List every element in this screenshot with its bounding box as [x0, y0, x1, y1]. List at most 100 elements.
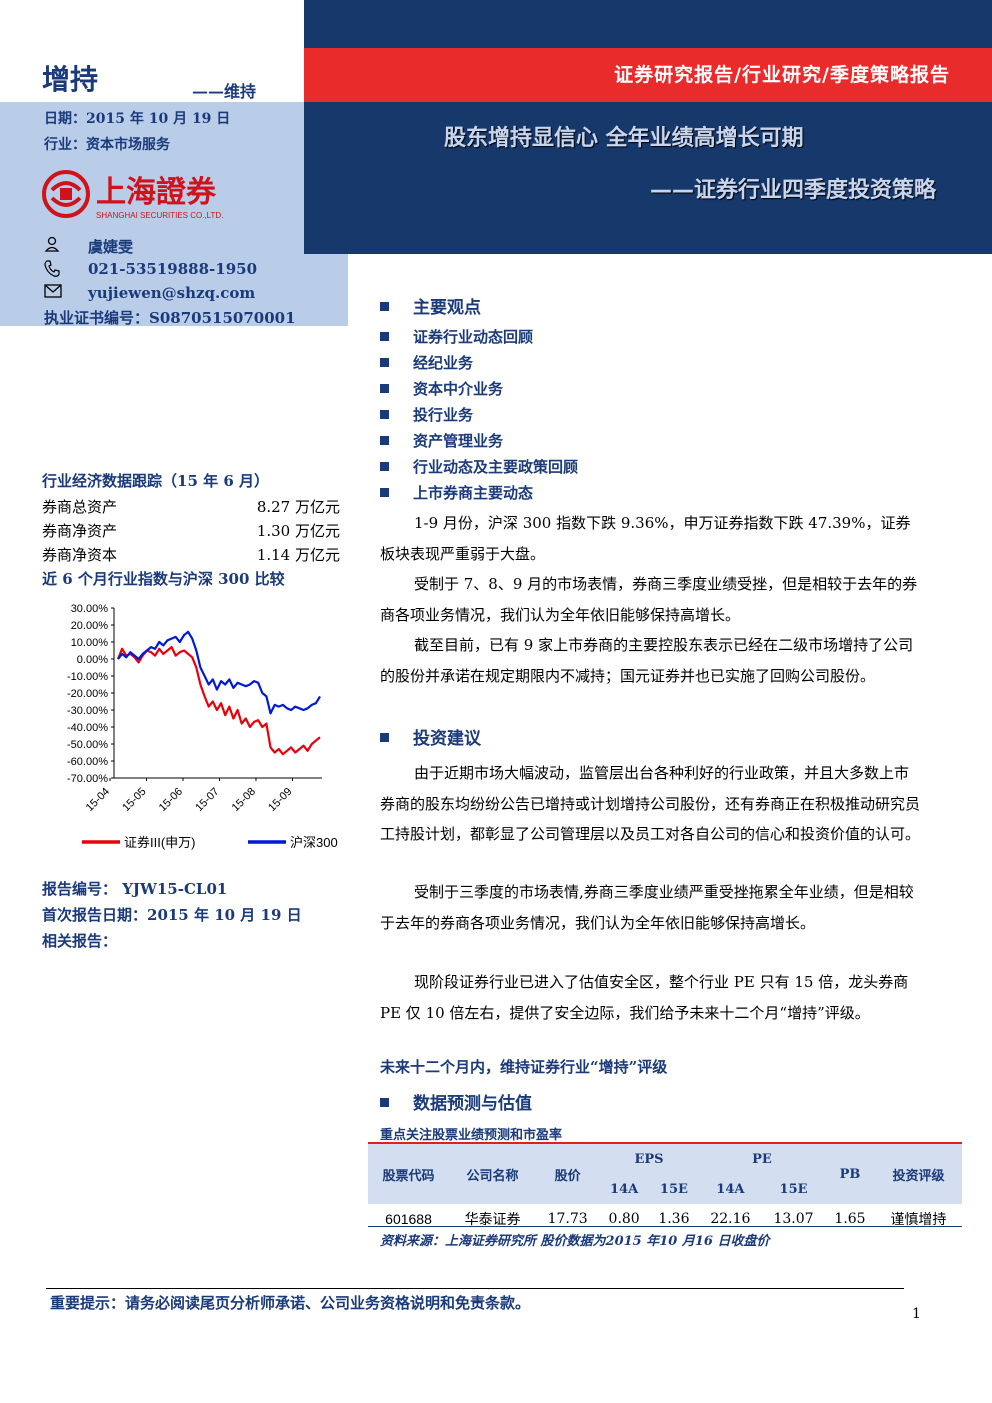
section-heading-advice: 投资建议: [380, 724, 481, 749]
y-tick-label: -10.00%: [67, 671, 108, 683]
y-tick-label: 0.00%: [77, 654, 108, 666]
y-tick-label: 10.00%: [71, 637, 109, 649]
outline-item: 上市券商主要动态: [380, 482, 533, 503]
advice-paragraph: 由于近期市场大幅波动，监管层出台各种利好的行业政策，并且大多数上市券商的股东均纷…: [380, 764, 921, 843]
first-report-date: 首次报告日期：2015 年 10 月 19 日: [42, 906, 302, 924]
email-icon: [44, 284, 62, 300]
table-bottom-rule: [368, 1226, 962, 1227]
y-tick-label: -40.00%: [67, 722, 108, 734]
outline-item: 经纪业务: [380, 352, 473, 373]
y-tick-label: -50.00%: [67, 739, 108, 751]
report-date: 日期：2015 年 10 月 19 日: [44, 111, 231, 127]
series-line-1: [117, 630, 321, 715]
report-industry: 行业：资本市场服务: [44, 137, 170, 153]
bullet-square-icon: [380, 435, 389, 445]
outline-item: 资本中介业务: [380, 378, 503, 399]
advice-paragraph: 受制于三季度的市场表情,券商三季度业绩严重受挫拖累全年业绩，但是相较于去年的券商…: [380, 883, 914, 932]
bullet-square-icon: [380, 331, 389, 341]
cell-name: 华泰证券: [464, 1212, 521, 1228]
col-rating: 投资评级: [874, 1144, 962, 1204]
series-line-0: [116, 645, 321, 756]
summary-paragraph: 1-9 月份，沪深 300 指数下跌 9.36%，申万证券指数下跌 47.39%…: [380, 514, 911, 563]
bullet-square-icon: [380, 733, 389, 742]
col-pe-14a: 14A: [698, 1174, 762, 1204]
cell-pe15: 13.07: [773, 1211, 814, 1227]
col-pb: PB: [825, 1144, 875, 1204]
cell-pb: 1.65: [834, 1211, 866, 1227]
x-tick-label: 15-09: [266, 786, 294, 814]
forecast-table: 股票代码 公司名称 股价 EPS PE PB 投资评级 14A 15E 14A …: [368, 1144, 962, 1234]
bullet-square-icon: [380, 302, 389, 311]
summary-paragraph: 受制于 7、8、9 月的市场表情，券商三季度业绩受挫，但是相较于去年的券商各项业…: [380, 575, 918, 624]
legend-label: 证券III(申万): [124, 835, 196, 850]
svg-text:SHANGHAI SECURITIES CO.,LTD.: SHANGHAI SECURITIES CO.,LTD.: [96, 211, 223, 220]
x-tick-label: 15-06: [157, 786, 185, 814]
col-eps: EPS: [599, 1144, 699, 1174]
report-subtitle: ——证券行业四季度投资策略: [649, 178, 936, 203]
col-pe: PE: [698, 1144, 826, 1174]
col-eps-15e: 15E: [649, 1174, 699, 1204]
cell-eps15: 1.36: [658, 1211, 690, 1227]
outline-item: 投行业务: [380, 404, 473, 425]
person-icon: [44, 236, 62, 252]
related-reports: 相关报告：: [42, 932, 118, 950]
company-logo: 上海證券 SHANGHAI SECURITIES CO.,LTD.: [40, 168, 280, 228]
x-tick-label: 15-04: [84, 786, 112, 814]
report-number: 报告编号： YJW15-CL01: [42, 880, 228, 898]
outline-item: 行业动态及主要政策回顾: [380, 456, 578, 477]
footer-rule: [46, 1288, 904, 1289]
disclaimer-note: 重要提示：请务必阅读尾页分析师承诺、公司业务资格说明和免责条款。: [50, 1294, 531, 1312]
advice-paragraph: 现阶段证券行业已进入了估值安全区，整个行业 PE 只有 15 倍，龙头券商 PE…: [380, 973, 909, 1022]
analyst-email[interactable]: yujiewen@shzq.com: [88, 284, 256, 302]
cell-code: 601688: [385, 1211, 432, 1227]
y-tick-label: -60.00%: [67, 756, 108, 768]
col-name: 公司名称: [449, 1144, 537, 1204]
y-tick-label: -70.00%: [67, 773, 108, 785]
analyst-name: 虞婕雯: [88, 238, 134, 256]
y-tick-label: 30.00%: [71, 603, 109, 615]
phone-icon: [44, 260, 62, 277]
analyst-panel-lower: [0, 254, 348, 326]
rating-previous: ——维持: [192, 82, 257, 101]
x-tick-label: 15-08: [230, 786, 258, 814]
table-top-rule: [368, 1142, 962, 1144]
bullet-square-icon: [380, 409, 389, 419]
analyst-license: 执业证书编号：S0870515070001: [44, 309, 296, 327]
outline-item: 证券行业动态回顾: [380, 326, 533, 347]
analyst-phone: 021-53519888-1950: [88, 260, 258, 278]
col-price: 股价: [536, 1144, 600, 1204]
econ-row: 券商总资产 8.27 万亿元: [42, 498, 340, 516]
col-pe-15e: 15E: [761, 1174, 826, 1204]
table-title: 重点关注股票业绩预测和市盈率: [380, 1128, 563, 1143]
report-type: 证券研究报告/行业研究/季度策略报告: [614, 64, 950, 86]
y-tick-label: 20.00%: [71, 620, 109, 632]
cell-pe14: 22.16: [710, 1211, 751, 1227]
section-heading-outline: 主要观点: [380, 293, 481, 318]
rating-conclusion: 未来十二个月内，维持证券行业“增持”评级: [380, 1058, 668, 1076]
y-tick-label: -30.00%: [67, 705, 108, 717]
table-source: 资料来源：上海证券研究所 股价数据为2015 年10 月16 日收盘价: [380, 1234, 770, 1249]
report-title: 股东增持显信心 全年业绩高增长可期: [444, 126, 804, 151]
legend-label: 沪深300: [290, 835, 338, 850]
y-tick-label: -20.00%: [67, 688, 108, 700]
econ-row: 券商净资产 1.30 万亿元: [42, 522, 340, 540]
rating-main: 增持: [42, 63, 99, 96]
section-heading-valuation: 数据预测与估值: [380, 1089, 532, 1114]
col-eps-14a: 14A: [599, 1174, 650, 1204]
econ-row: 券商净资本 1.14 万亿元: [42, 546, 340, 564]
bullet-square-icon: [380, 383, 389, 393]
bullet-square-icon: [380, 487, 389, 497]
title-panel: 股东增持显信心 全年业绩高增长可期 ——证券行业四季度投资策略: [304, 102, 992, 254]
index-comparison-chart: 30.00% 20.00% 10.00% 0.00% -10.00% -20.00% -30…: [67, 603, 338, 850]
outline-item: 资产管理业务: [380, 430, 503, 451]
chart-title: 近 6 个月行业指数与沪深 300 比较: [42, 570, 285, 588]
cell-eps14: 0.80: [608, 1211, 640, 1227]
report-type-band: 证券研究报告/行业研究/季度策略报告: [304, 48, 992, 102]
col-code: 股票代码: [368, 1144, 450, 1204]
cell-price: 17.73: [547, 1211, 588, 1227]
bullet-square-icon: [380, 461, 389, 471]
svg-text:上海證券: 上海證券: [96, 175, 217, 210]
bullet-square-icon: [380, 1098, 389, 1107]
cell-rating: 谨慎增持: [890, 1212, 947, 1228]
table-row: 601688 华泰证券 17.73 0.80 1.36 22.16 13.07 …: [368, 1204, 962, 1234]
